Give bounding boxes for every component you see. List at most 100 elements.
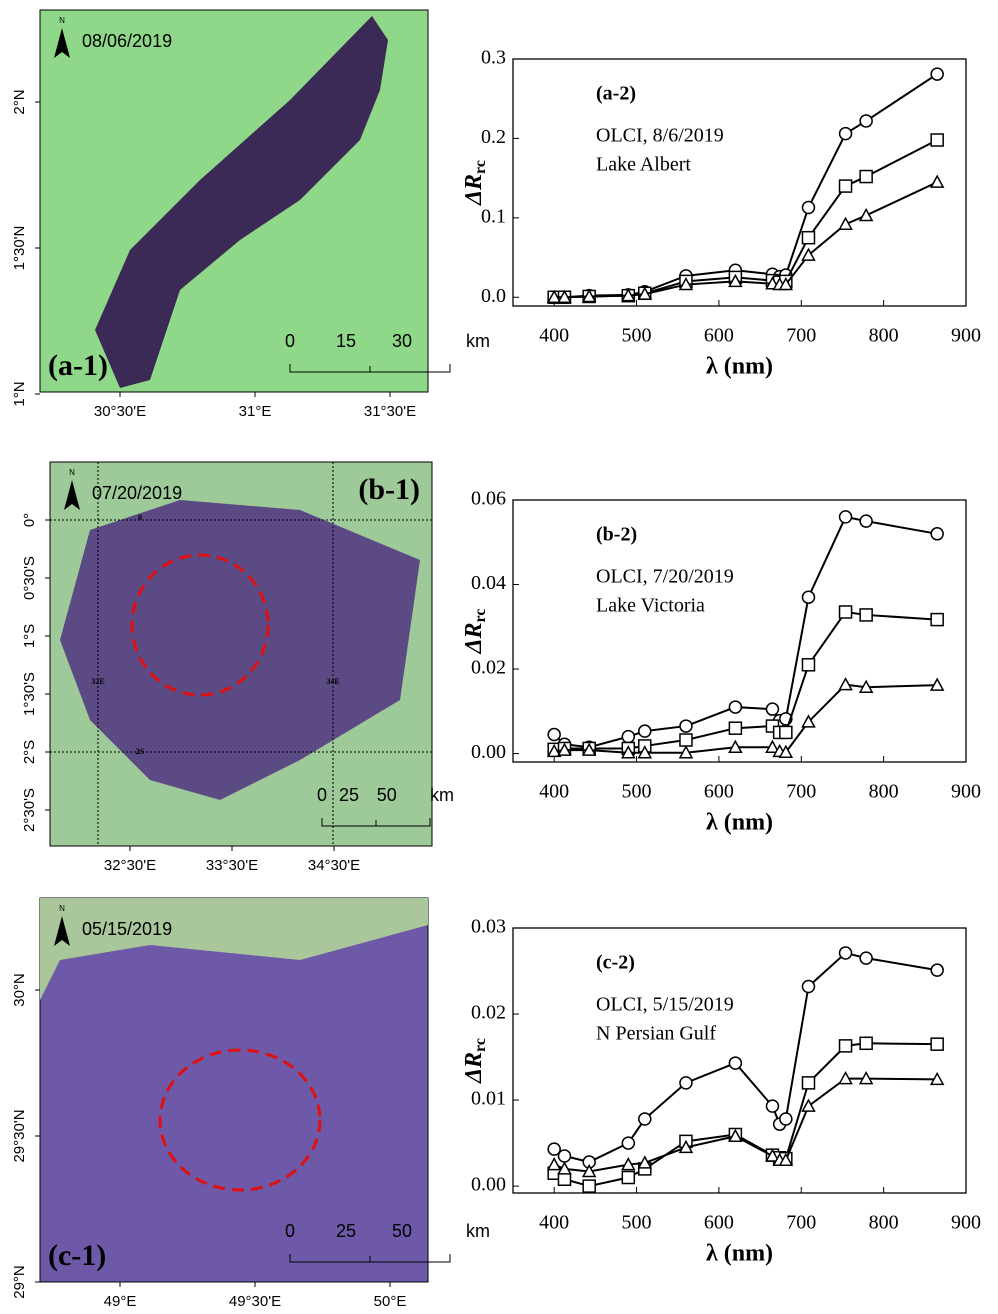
marker <box>801 1076 816 1090</box>
lat-tick-label: 2°30'S <box>21 788 38 832</box>
annotation: Lake Victoria <box>596 595 705 617</box>
grid-label: 32E <box>91 677 104 686</box>
marker <box>778 744 794 759</box>
y-axis-label-sub: rc <box>472 160 489 174</box>
north-label: N <box>59 904 65 913</box>
marker <box>678 1139 694 1154</box>
marker <box>547 727 561 742</box>
marker <box>859 951 873 965</box>
marker <box>801 590 816 604</box>
grid-label: 2S <box>136 747 145 756</box>
y-axis-label-main: ΔR <box>461 622 487 654</box>
x-tick-label: 600 <box>704 1212 734 1234</box>
lon-tick-label: 32°30'E <box>104 857 156 874</box>
y-axis-label: ΔRrc <box>461 160 489 206</box>
marker <box>621 1136 636 1150</box>
series-line <box>554 610 938 751</box>
marker <box>859 169 873 184</box>
y-axis-label-sub: rc <box>472 1038 489 1052</box>
scale-label: 0 <box>285 1221 295 1241</box>
y-tick-label: 0.04 <box>471 572 506 594</box>
panel-label: (a-1) <box>48 349 108 382</box>
series-line <box>554 683 938 754</box>
marker <box>546 743 562 758</box>
marker <box>838 1039 853 1053</box>
marker <box>582 1179 596 1193</box>
marker <box>637 1155 653 1169</box>
marker <box>930 612 944 627</box>
marker <box>557 1161 572 1175</box>
chart: 0.0 0.1 0.2 0.3 400 500 600 700 800 900 λ (nm) ΔRrc… <box>461 47 982 380</box>
north-label: N <box>69 468 75 477</box>
scale-label: 30 <box>392 331 412 351</box>
marker <box>557 1149 572 1163</box>
marker <box>859 114 873 128</box>
annotation: OLCI, 7/20/2019 <box>596 566 734 588</box>
scale-label: km <box>466 331 490 351</box>
y-tick-label: 0.03 <box>471 916 506 938</box>
lon-tick-label: 33°30'E <box>206 857 258 874</box>
marker <box>728 700 743 714</box>
series-line <box>553 951 938 1164</box>
map-date: 05/15/2019 <box>82 919 172 939</box>
north-label: N <box>59 16 65 25</box>
plot-frame <box>512 58 967 307</box>
marker <box>546 289 562 304</box>
marker <box>929 174 945 188</box>
marker <box>859 1036 873 1051</box>
y-tick-label: 0.02 <box>471 657 506 679</box>
marker <box>765 739 780 753</box>
lat-tick-label: 29°N <box>11 1265 28 1299</box>
scale-label: km <box>430 785 454 805</box>
y-axis-label-main: ΔR <box>461 1052 487 1084</box>
marker <box>859 608 873 622</box>
marker <box>728 273 743 288</box>
lon-tick-label: 49°E <box>104 1293 137 1310</box>
x-tick-label: 900 <box>951 1212 981 1234</box>
y-axis-label-main: ΔR <box>461 174 487 206</box>
lat-tick-label: 1°N <box>11 381 28 406</box>
y-tick-label: 0.00 <box>471 741 506 763</box>
map-date: 08/06/2019 <box>82 31 172 51</box>
marker <box>858 207 874 222</box>
panel-label: (b-1) <box>358 473 420 506</box>
annotation: (b-2) <box>596 524 637 546</box>
marker <box>801 247 816 261</box>
x-tick-label: 400 <box>539 325 569 347</box>
scale-label: 0 <box>285 331 295 351</box>
lat-tick-label: 2°S <box>21 740 38 764</box>
plot-frame <box>512 499 967 763</box>
marker <box>929 1071 945 1086</box>
series-line <box>554 181 938 299</box>
x-tick-label: 400 <box>539 781 569 803</box>
scale-label: 50 <box>377 785 397 805</box>
plot-frame <box>512 927 967 1194</box>
marker <box>930 963 944 977</box>
marker <box>778 276 794 291</box>
marker <box>728 1128 743 1142</box>
scale-label: 25 <box>336 1221 356 1241</box>
series-line <box>554 73 938 299</box>
lon-tick-label: 31°E <box>239 403 272 420</box>
marker <box>638 1112 652 1126</box>
annotation: (a-2) <box>596 83 636 105</box>
marker <box>801 230 816 245</box>
x-tick-label: 900 <box>951 325 981 347</box>
marker <box>765 1099 780 1113</box>
y-axis-label: ΔRrc <box>461 1038 489 1084</box>
marker <box>838 216 853 230</box>
north-arrow <box>64 480 80 510</box>
marker <box>838 179 853 193</box>
marker <box>801 714 816 728</box>
marker <box>838 1071 853 1085</box>
marker <box>621 1170 636 1185</box>
map-images <box>39 9 433 1283</box>
x-tick-label: 600 <box>704 325 734 347</box>
marker <box>581 1163 597 1178</box>
lon-tick-label: 34°30'E <box>308 857 360 874</box>
marker <box>557 1172 572 1186</box>
marker <box>930 133 944 147</box>
x-tick-label: 800 <box>869 325 899 347</box>
lat-tick-label: 29°30'N <box>11 1109 28 1162</box>
marker <box>838 677 853 691</box>
